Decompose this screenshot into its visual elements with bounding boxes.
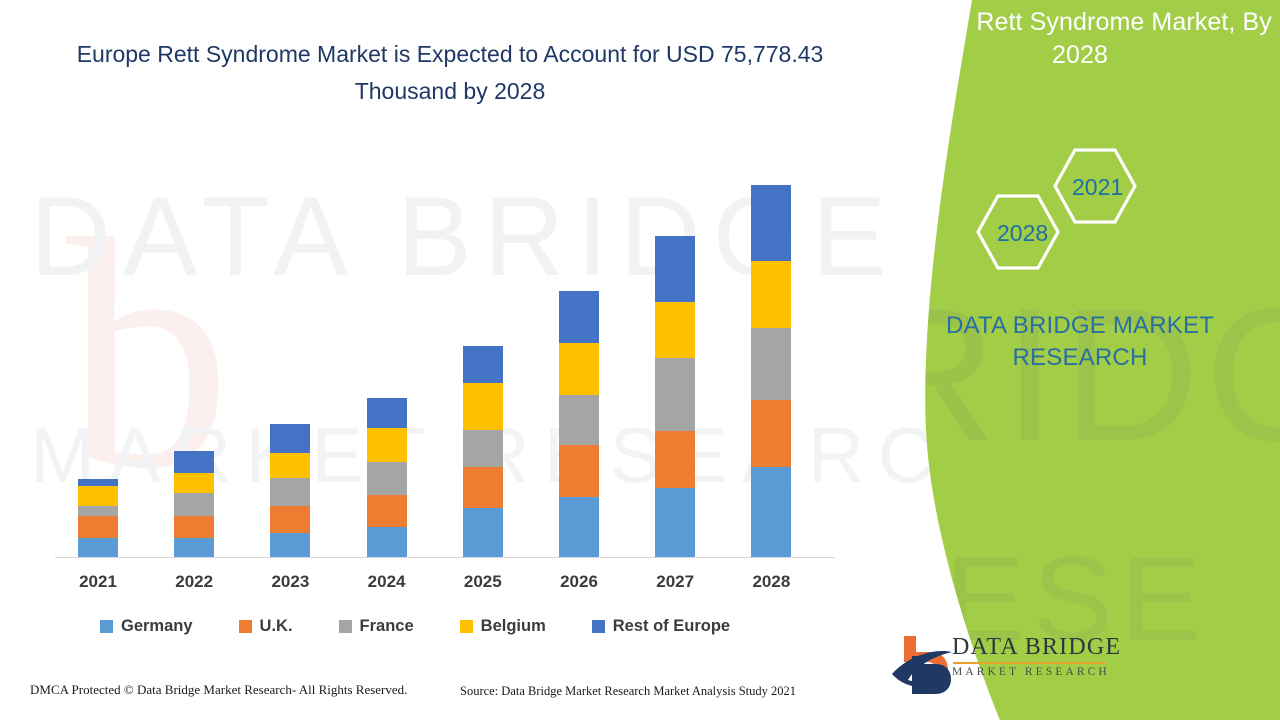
bar-2025[interactable] (462, 346, 503, 557)
x-axis-line (55, 557, 835, 558)
legend-label-u-k: U.K. (259, 617, 293, 635)
legend-label-france: France (359, 617, 414, 635)
bar-segment-belgium[interactable] (462, 383, 503, 430)
hexagon-2021 (1053, 148, 1137, 224)
legend-swatch-rest-of-europe (591, 620, 605, 633)
bar-segment-belgium[interactable] (655, 302, 696, 358)
bar-segment-france[interactable] (270, 478, 311, 506)
logo-divider (953, 662, 1105, 664)
bar-2026[interactable] (559, 291, 599, 557)
x-axis-label-2025: 2025 (463, 572, 502, 591)
bar-segment-u-k[interactable] (462, 467, 503, 508)
bar-segment-france[interactable] (559, 395, 599, 445)
bar-segment-france[interactable] (78, 506, 118, 516)
legend-item-belgium[interactable]: Belgium (459, 617, 546, 636)
green-panel-shape: RIDGE RESE (860, 0, 1280, 720)
legend-label-germany: Germany (121, 617, 193, 635)
bar-2021[interactable] (78, 479, 118, 557)
x-axis-label-2023: 2023 (271, 572, 310, 591)
bar-segment-belgium[interactable] (270, 453, 311, 478)
hexagon-label-2021: 2021 (1072, 174, 1124, 200)
bar-segment-germany[interactable] (270, 533, 311, 557)
legend-item-germany[interactable]: Germany (100, 617, 193, 636)
panel-title: Europe Rett Syndrome Market, By 2028 (888, 8, 1272, 69)
bar-segment-u-k[interactable] (174, 516, 215, 538)
bar-segment-u-k[interactable] (751, 400, 792, 467)
logo-sub-text: MARKET RESEARCH (952, 666, 1110, 678)
svg-text:RIDGE: RIDGE (860, 269, 1280, 481)
bar-segment-germany[interactable] (655, 488, 696, 557)
bar-segment-rest-of-europe[interactable] (78, 479, 118, 486)
bar-segment-germany[interactable] (462, 508, 503, 557)
bar-segment-germany[interactable] (366, 527, 407, 557)
bar-segment-u-k[interactable] (559, 445, 599, 497)
bar-segment-france[interactable] (174, 493, 215, 516)
legend-swatch-france (338, 620, 352, 633)
bar-segment-france[interactable] (462, 430, 503, 467)
chart-plot-area (55, 150, 835, 558)
bar-segment-france[interactable] (366, 462, 407, 495)
x-axis-label-2028: 2028 (752, 572, 791, 591)
bar-segment-germany[interactable] (559, 497, 599, 557)
legend-item-france[interactable]: France (338, 617, 414, 636)
bar-segment-rest-of-europe[interactable] (174, 451, 215, 473)
x-axis-label-2022: 2022 (175, 572, 214, 591)
bar-segment-france[interactable] (751, 328, 792, 400)
hexagon-labels: 2021 2028 (975, 140, 1195, 300)
chart-legend: Germany U.K. France Belgium Rest of Europe (100, 617, 776, 636)
bar-segment-belgium[interactable] (366, 428, 407, 462)
hexagon-pair (976, 148, 1137, 270)
chart-title: Europe Rett Syndrome Market is Expected … (76, 41, 824, 104)
bar-segment-u-k[interactable] (270, 506, 311, 533)
bar-segment-germany[interactable] (174, 538, 215, 557)
x-axis-label-2026: 2026 (560, 572, 598, 591)
legend-item-u-k[interactable]: U.K. (238, 617, 293, 636)
logo-wordmark: DATA BRIDGE MARKET RESEARCH (952, 634, 1132, 678)
bar-segment-france[interactable] (655, 358, 696, 431)
logo-mark (892, 636, 952, 694)
bar-segment-rest-of-europe[interactable] (559, 291, 599, 343)
logo-b-bowl-navy (924, 664, 951, 694)
bar-segment-rest-of-europe[interactable] (270, 424, 311, 453)
hexagon-2028 (976, 194, 1060, 270)
logo-swoosh-navy (892, 650, 952, 687)
bar-segment-u-k[interactable] (366, 495, 407, 527)
bar-2027[interactable] (655, 236, 696, 557)
legend-label-belgium: Belgium (480, 617, 546, 635)
bar-2024[interactable] (366, 398, 407, 557)
x-axis-label-2024: 2024 (367, 572, 406, 591)
legend-swatch-u-k (238, 620, 252, 633)
data-bridge-logo (890, 622, 1140, 702)
bar-segment-germany[interactable] (751, 467, 792, 557)
bar-segment-u-k[interactable] (78, 516, 118, 538)
x-axis-labels: 2021 2022 2023 2024 2025 2026 2027 2028 (55, 572, 835, 600)
hexagon-label-2028: 2028 (997, 220, 1049, 246)
legend-swatch-belgium (459, 620, 473, 633)
bar-segment-rest-of-europe[interactable] (462, 346, 503, 383)
bar-segment-u-k[interactable] (655, 431, 696, 488)
bar-2023[interactable] (270, 424, 311, 557)
bar-segment-belgium[interactable] (751, 261, 792, 328)
bar-segment-rest-of-europe[interactable] (655, 236, 696, 302)
bar-2028[interactable] (751, 185, 792, 557)
x-axis-label-2027: 2027 (656, 572, 695, 591)
logo-main-text: DATA BRIDGE (952, 634, 1122, 660)
bar-segment-germany[interactable] (78, 538, 118, 557)
x-axis-label-2021: 2021 (79, 572, 117, 591)
green-panel: RIDGE RESE (840, 0, 1280, 720)
footer-copyright: DMCA Protected © Data Bridge Market Rese… (30, 682, 408, 697)
logo-b-stem-navy (912, 656, 924, 694)
panel-brand-name: DATA BRIDGE MARKET RESEARCH (945, 312, 1215, 371)
bar-segment-belgium[interactable] (174, 473, 215, 493)
bar-segment-belgium[interactable] (78, 486, 118, 506)
footer-source: Source: Data Bridge Market Research Mark… (460, 684, 797, 698)
legend-swatch-germany (100, 620, 113, 633)
bar-segment-rest-of-europe[interactable] (751, 185, 792, 261)
bar-segment-rest-of-europe[interactable] (366, 398, 407, 428)
legend-label-rest-of-europe: Rest of Europe (612, 617, 731, 635)
bar-segment-belgium[interactable] (559, 343, 599, 395)
legend-item-rest-of-europe[interactable]: Rest of Europe (591, 617, 731, 636)
bar-2022[interactable] (174, 451, 215, 557)
